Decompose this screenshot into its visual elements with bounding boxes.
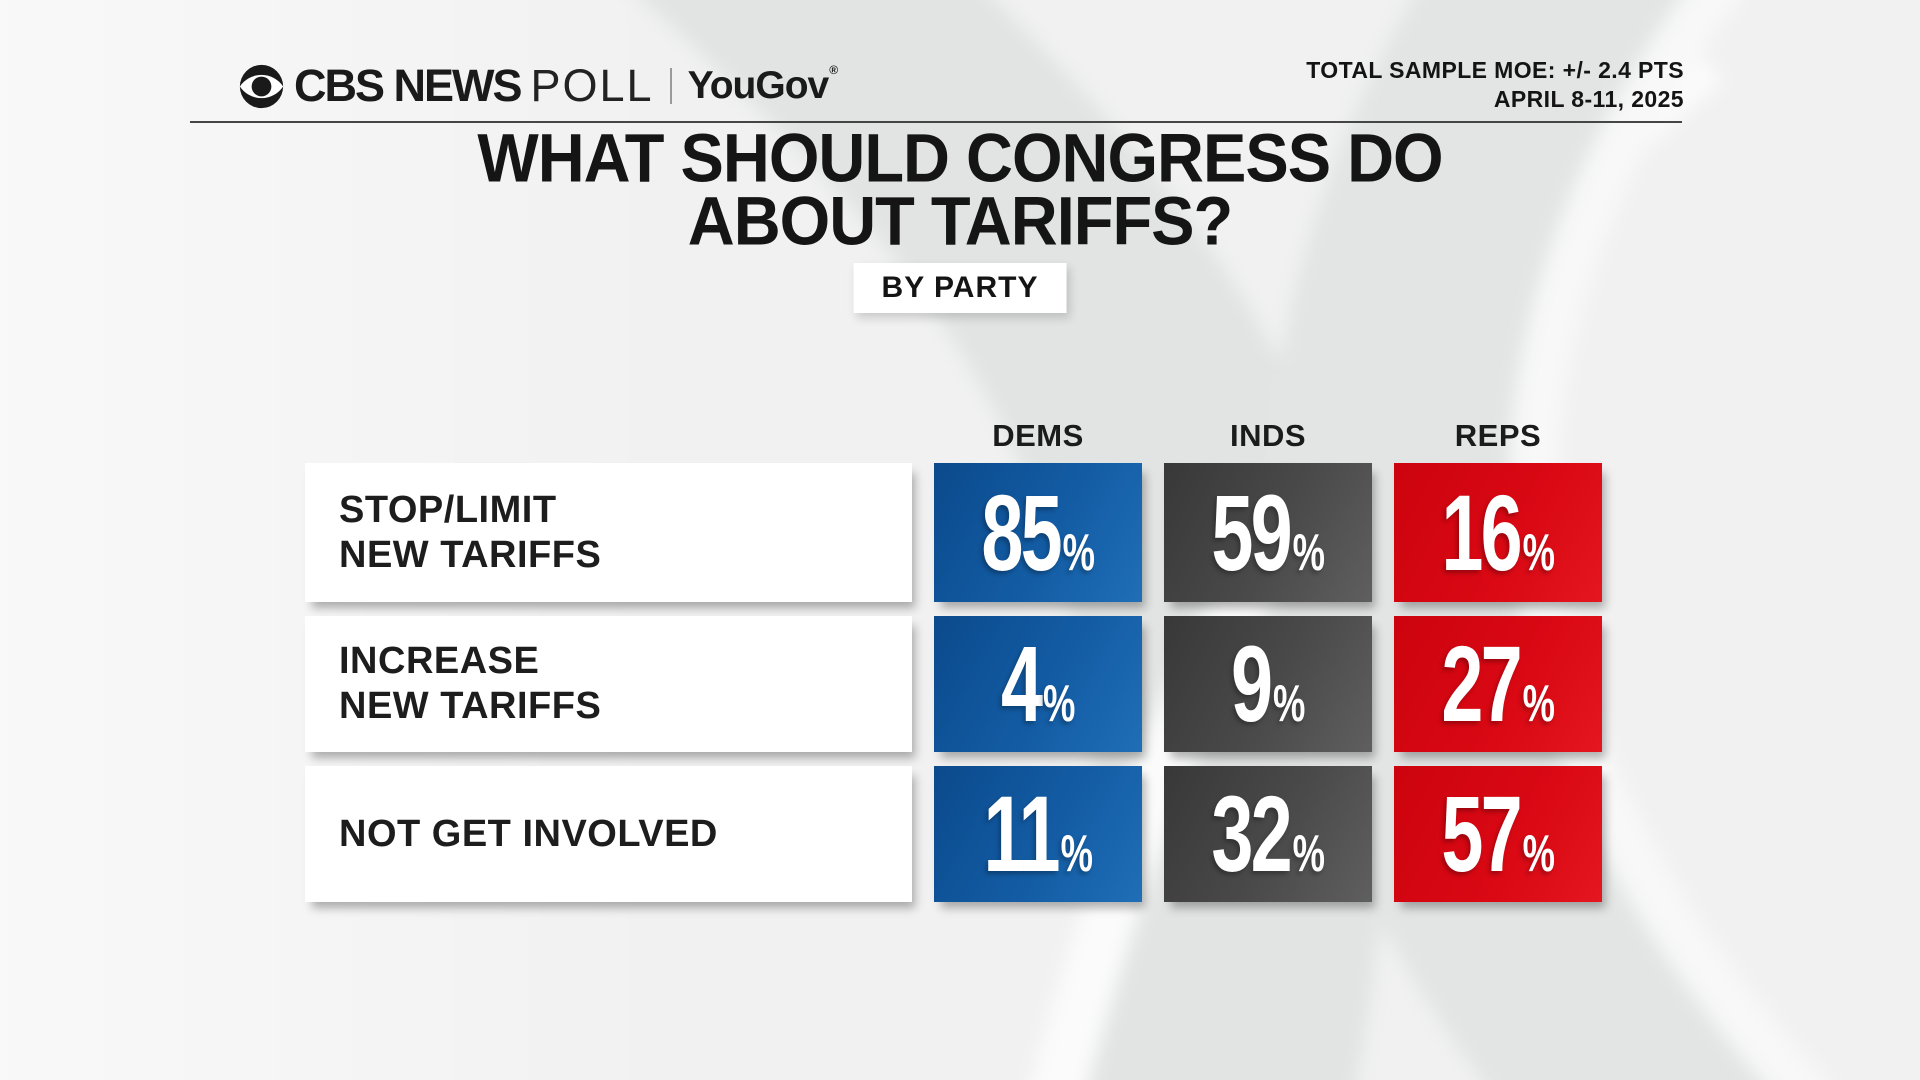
- value-number: 4: [1000, 623, 1043, 744]
- column-headers: DEMS INDS REPS: [305, 418, 1602, 454]
- value-number: 32: [1211, 773, 1292, 894]
- percent-sign: %: [1522, 523, 1555, 582]
- value-cell-reps: 16%: [1394, 463, 1602, 602]
- table-row: STOP/LIMIT NEW TARIFFS 85% 59% 16%: [305, 463, 1602, 602]
- sample-moe: TOTAL SAMPLE MOE: +/- 2.4 PTS APRIL 8-11…: [1306, 56, 1684, 114]
- percent-sign: %: [1522, 825, 1555, 883]
- table-row: NOT GET INVOLVED 11% 32% 57%: [305, 766, 1602, 902]
- cbs-eye-icon: [239, 64, 284, 108]
- value-cell-inds: 59%: [1164, 463, 1372, 602]
- page-title: WHAT SHOULD CONGRESS DO ABOUT TARIFFS?: [0, 119, 1920, 260]
- percent-sign: %: [1522, 675, 1555, 733]
- row-label-increase: INCREASE NEW TARIFFS: [305, 616, 912, 752]
- moe-line: TOTAL SAMPLE MOE: +/- 2.4 PTS: [1306, 57, 1684, 83]
- title-line-2: ABOUT TARIFFS?: [687, 182, 1233, 260]
- column-header-spacer: [305, 418, 912, 454]
- value-cell-reps: 27%: [1394, 616, 1602, 752]
- percent-sign: %: [1060, 825, 1093, 883]
- title-line-1: WHAT SHOULD CONGRESS DO: [477, 119, 1443, 197]
- brand-logo: CBS NEWS POLL YouGov ®: [238, 60, 838, 112]
- value-number: 27: [1441, 623, 1522, 744]
- column-header-reps: REPS: [1454, 418, 1542, 453]
- value-cell-dems: 11%: [934, 766, 1142, 902]
- percent-sign: %: [1292, 523, 1325, 582]
- percent-sign: %: [1062, 523, 1095, 582]
- brand-yougov: YouGov: [687, 64, 830, 107]
- row-label-stop-limit: STOP/LIMIT NEW TARIFFS: [305, 463, 912, 602]
- brand-cbs-news: CBS NEWS: [294, 60, 523, 111]
- column-header-dems: DEMS: [992, 418, 1084, 453]
- value-number: 9: [1230, 623, 1273, 744]
- poll-dates: APRIL 8-11, 2025: [1493, 85, 1684, 112]
- header-rule: [190, 121, 1682, 123]
- value-cell-inds: 32%: [1164, 766, 1372, 902]
- value-cell-dems: 85%: [934, 463, 1142, 602]
- value-cell-inds: 9%: [1164, 616, 1372, 752]
- table-row: INCREASE NEW TARIFFS 4% 9% 27%: [305, 616, 1602, 752]
- value-number: 59: [1211, 471, 1292, 593]
- brand-poll: POLL: [530, 60, 654, 111]
- value-number: 85: [981, 471, 1062, 593]
- value-number: 57: [1441, 773, 1522, 894]
- percent-sign: %: [1292, 825, 1325, 883]
- percent-sign: %: [1272, 675, 1306, 733]
- subtitle-badge: BY PARTY: [853, 263, 1067, 313]
- percent-sign: %: [1042, 675, 1076, 733]
- brand-divider: [669, 68, 672, 104]
- value-cell-dems: 4%: [934, 616, 1142, 752]
- value-number: 16: [1441, 471, 1522, 593]
- value-cell-reps: 57%: [1394, 766, 1602, 902]
- row-label-not-get-involved: NOT GET INVOLVED: [305, 766, 912, 902]
- column-header-inds: INDS: [1229, 418, 1307, 453]
- registered-mark: ®: [829, 63, 839, 77]
- value-number: 11: [983, 773, 1060, 894]
